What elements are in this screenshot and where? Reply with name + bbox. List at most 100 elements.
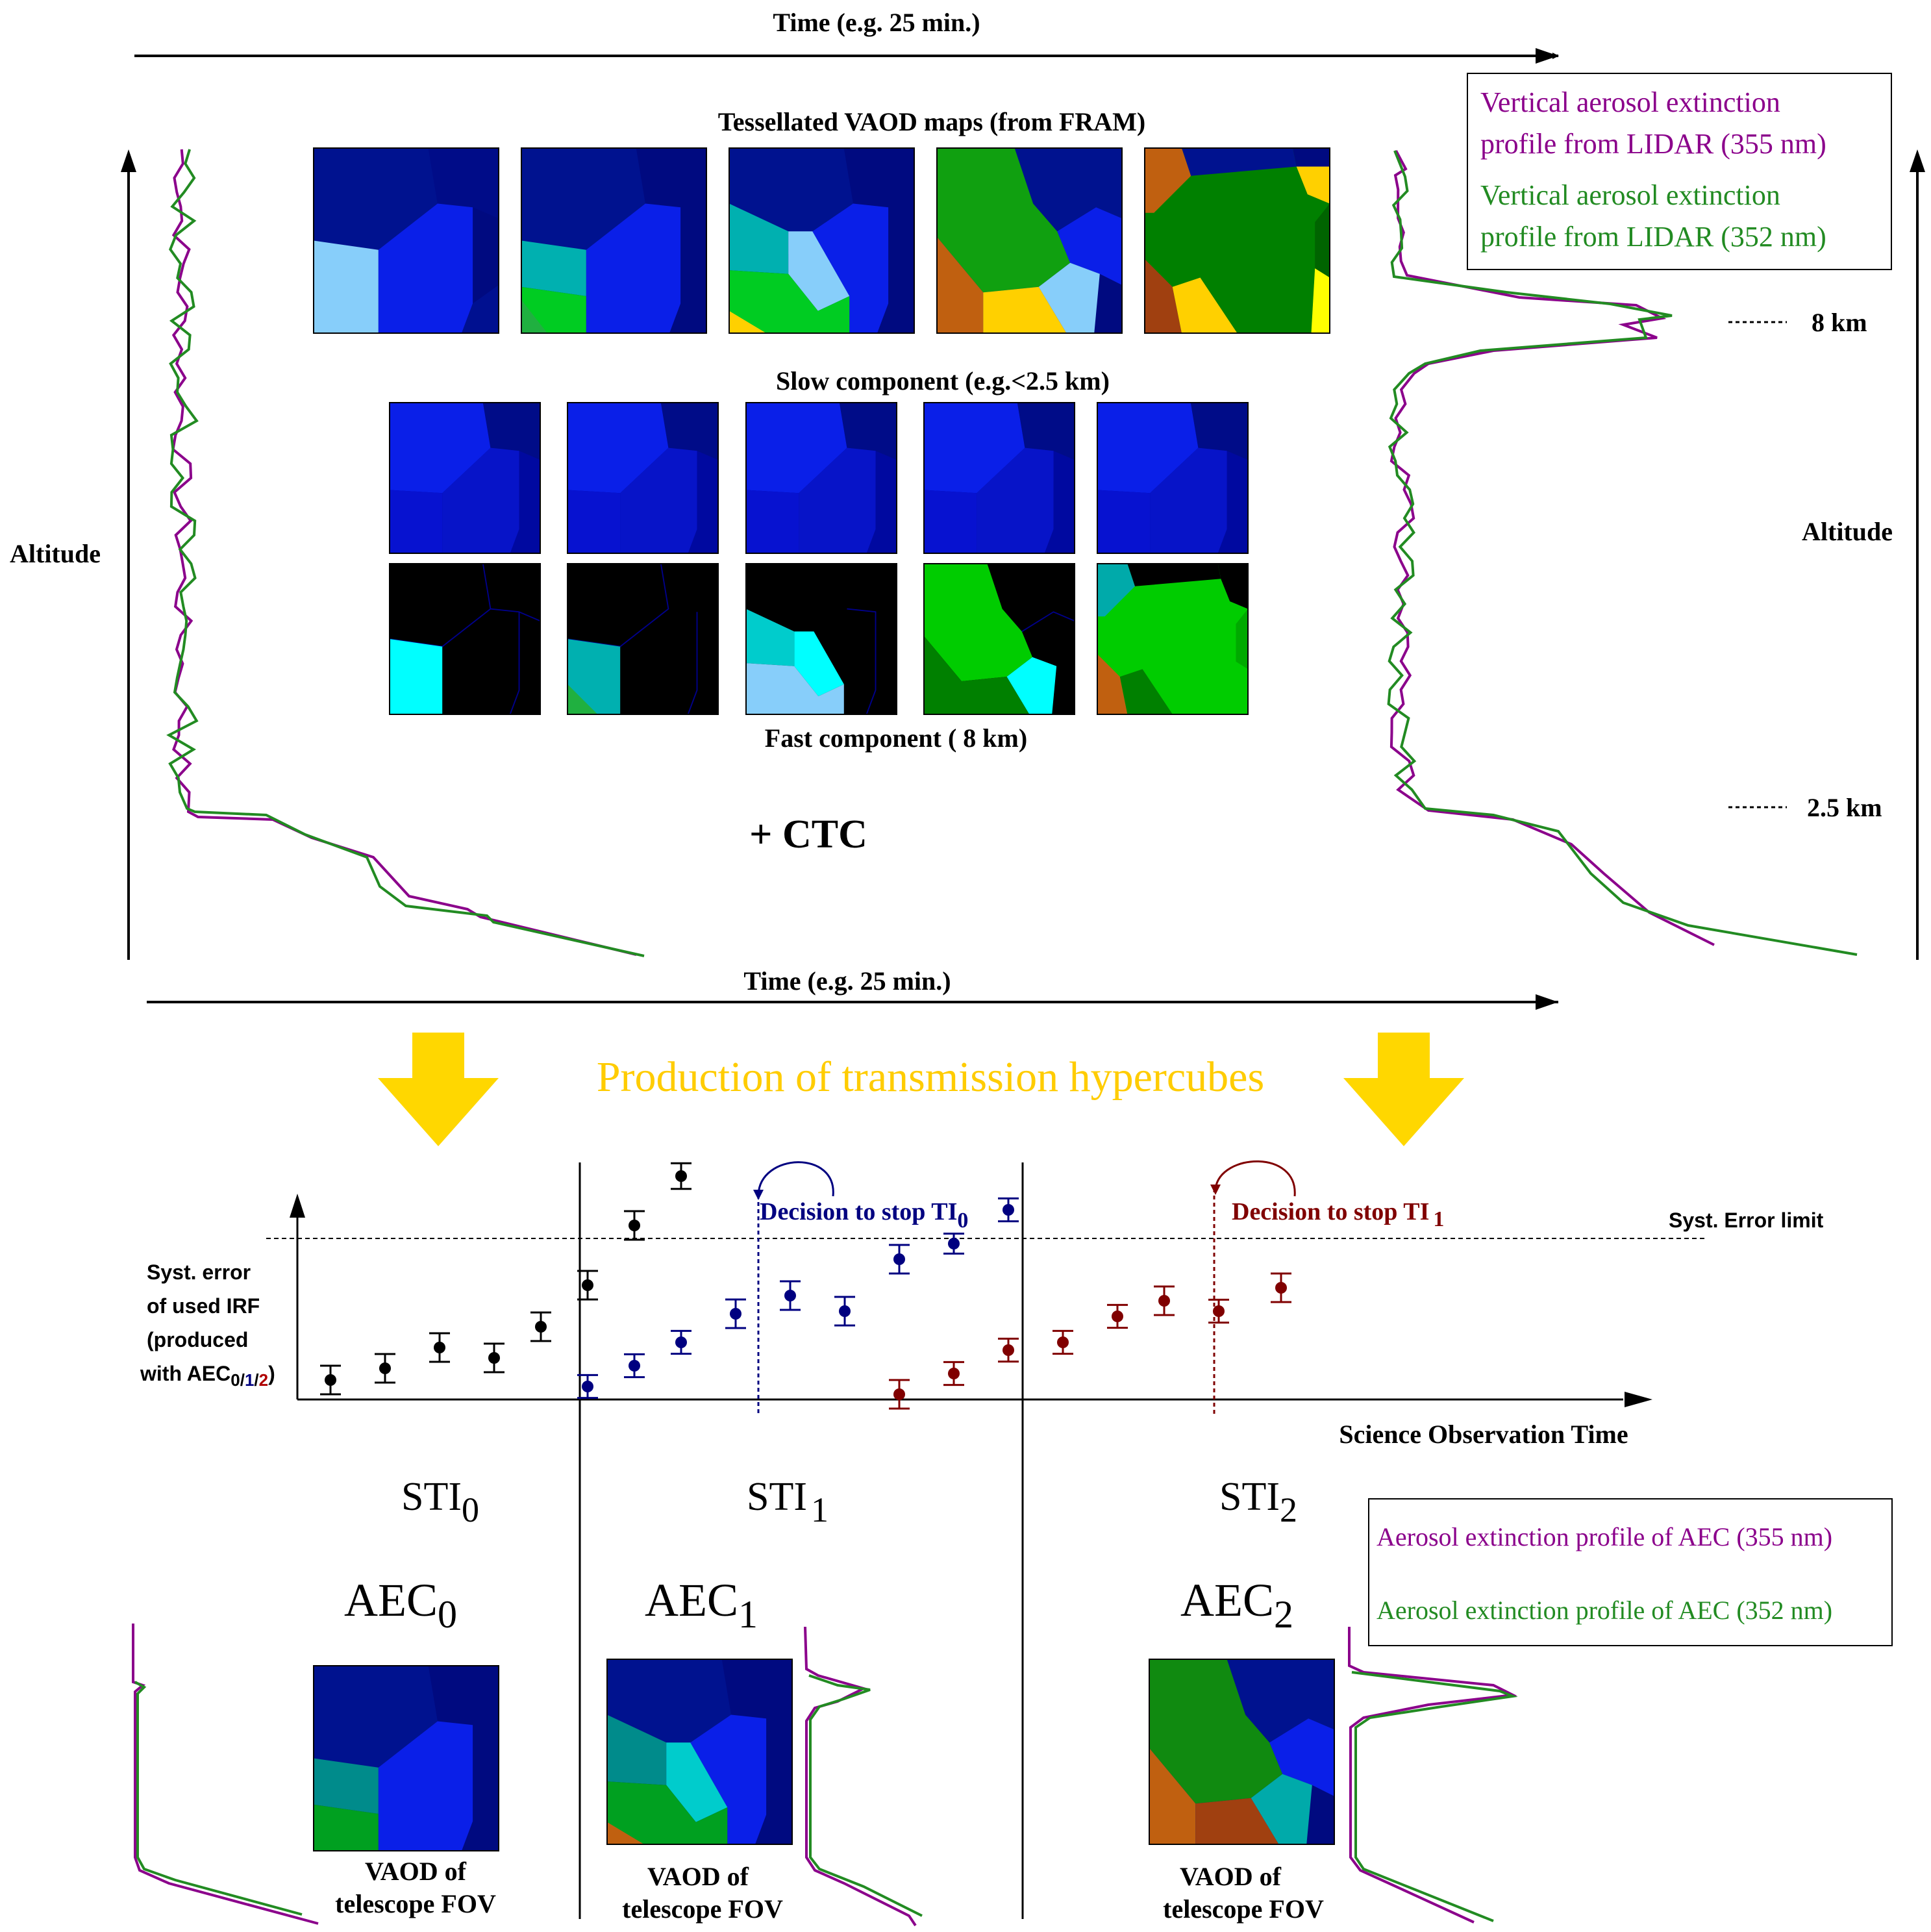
time-arrowhead-top: [1536, 48, 1558, 64]
error-bar-point: [577, 1374, 598, 1399]
error-bar-point: [1271, 1272, 1291, 1303]
error-bar-point: [725, 1298, 746, 1329]
aec2-profile-355: [1348, 1627, 1517, 1924]
decision0-arrowhead: [753, 1190, 764, 1200]
fast-map-3: [746, 564, 897, 714]
decision1-label: Decision to stop TI 1: [1232, 1198, 1444, 1231]
error-limit-label: Syst. Error limit: [1669, 1209, 1824, 1232]
slow-map-3: [746, 403, 897, 553]
altitude-label-left: Altitude: [10, 539, 101, 568]
fast-map-2: [567, 564, 718, 714]
error-bar-point: [943, 1233, 964, 1255]
slow-map-2: [567, 403, 718, 553]
lidar-355-right: [1389, 150, 1715, 946]
lidar-legend: Vertical aerosol extinction profile from…: [1467, 73, 1892, 270]
tessellated-maps: [313, 147, 1330, 334]
slow-map-1: [390, 403, 540, 553]
vaod-map-3: [729, 148, 914, 333]
error-bar-point: [624, 1210, 645, 1241]
plot-ylabel-2: of used IRF: [147, 1294, 260, 1318]
aec-legend-352: Aerosol extinction profile of AEC (352 n…: [1377, 1596, 1832, 1625]
altitude-label-right: Altitude: [1802, 517, 1893, 546]
aec0-vaod-line2: telescope FOV: [335, 1889, 496, 1918]
error-bar-point: [998, 1197, 1019, 1223]
plot-xlabel: Science Observation Time: [1339, 1420, 1628, 1449]
error-bar-point: [889, 1379, 910, 1410]
km8-label: 8 km: [1812, 308, 1867, 337]
error-bar-point: [624, 1353, 645, 1379]
aec0-profile-355: [132, 1624, 319, 1925]
error-bar-point: [577, 1270, 598, 1301]
error-bar-point: [671, 1162, 691, 1190]
plot-ylabel-3: (produced: [147, 1328, 248, 1351]
altitude-arrowhead-right: [1910, 149, 1925, 172]
error-bar-point: [998, 1337, 1019, 1363]
tessellated-title: Tessellated VAOD maps (from FRAM): [718, 107, 1146, 136]
aec0-profile-352: [134, 1681, 303, 1916]
error-bar-point: [1208, 1298, 1229, 1324]
aec2-vaod-line2: telescope FOV: [1163, 1894, 1324, 1924]
ctc-label: + CTC: [749, 812, 867, 857]
error-bar-point: [484, 1342, 505, 1374]
error-bar-point: [834, 1296, 855, 1327]
fast-title: Fast component ( 8 km): [765, 723, 1027, 753]
error-bar-point: [943, 1361, 964, 1386]
error-bar-point: [375, 1353, 395, 1384]
down-arrow-right: [1343, 1033, 1464, 1146]
error-bar-point: [671, 1329, 691, 1355]
aec1-profile-352: [808, 1674, 923, 1917]
error-bar-points: [320, 1162, 1291, 1410]
aec1-profile-355: [804, 1626, 917, 1927]
aec1-label: AEC1: [645, 1574, 758, 1636]
fast-component-maps: [389, 563, 1249, 715]
error-bar-point: [1107, 1303, 1128, 1329]
vaod-map-2: [521, 148, 706, 333]
error-bar-point: [1154, 1285, 1175, 1316]
decision1-arrowhead: [1210, 1185, 1221, 1195]
lidar-355-left: [171, 149, 637, 956]
lidar-352-left: [166, 149, 645, 957]
time-label-top: Time (e.g. 25 min.): [773, 8, 980, 37]
fast-map-4: [924, 564, 1075, 714]
production-banner: Production of transmission hypercubes: [597, 1053, 1264, 1101]
aec0-vaod-line1: VAOD of: [365, 1857, 467, 1886]
aec-legend-355: Aerosol extinction profile of AEC (355 n…: [1377, 1522, 1832, 1551]
km25-label: 2.5 km: [1807, 793, 1882, 822]
vaod-map-5: [1145, 148, 1330, 333]
slow-component-maps: [389, 402, 1249, 554]
time-arrowhead-bottom: [1536, 994, 1558, 1010]
decision1-curve: [1214, 1160, 1296, 1197]
legend-352-line2: profile from LIDAR (352 nm): [1480, 221, 1826, 253]
fast-map-5: [1097, 564, 1248, 714]
vaod-map-1: [314, 148, 499, 333]
lidar-352-right: [1387, 150, 1858, 956]
aec2-vaod-line1: VAOD of: [1180, 1862, 1282, 1891]
decision0-label: Decision to stop TI0: [760, 1198, 968, 1233]
time-label-bottom: Time (e.g. 25 min.): [743, 966, 951, 996]
legend-355-line2: profile from LIDAR (355 nm): [1480, 128, 1826, 160]
plot-x-arrowhead: [1625, 1392, 1652, 1407]
aec1-vaod-line1: VAOD of: [647, 1862, 749, 1891]
fast-map-1: [390, 564, 540, 714]
lidar-profiles-left: [166, 149, 645, 957]
sti2-label: STI2: [1219, 1475, 1297, 1529]
aec0-label: AEC0: [344, 1574, 457, 1636]
error-bar-point: [429, 1332, 450, 1363]
error-bar-point: [320, 1364, 341, 1396]
slow-map-5: [1097, 403, 1248, 553]
aec-legend: Aerosol extinction profile of AEC (355 n…: [1368, 1498, 1893, 1646]
plot-y-arrowhead: [290, 1194, 305, 1218]
sti0-label: STI0: [401, 1475, 479, 1529]
aec1-vaod-line2: telescope FOV: [622, 1894, 783, 1924]
vaod-map-4: [937, 148, 1122, 333]
down-arrow-left: [378, 1033, 499, 1146]
slow-map-4: [924, 403, 1075, 553]
decision0-curve: [757, 1161, 834, 1197]
aec2-profile-352: [1351, 1671, 1518, 1922]
lidar-profiles-right: [1387, 150, 1858, 956]
plot-ylabel-1: Syst. error: [147, 1261, 251, 1284]
aec2-label: AEC2: [1180, 1574, 1293, 1636]
aec1-fov-map: [607, 1659, 792, 1844]
error-bar-point: [889, 1244, 910, 1275]
